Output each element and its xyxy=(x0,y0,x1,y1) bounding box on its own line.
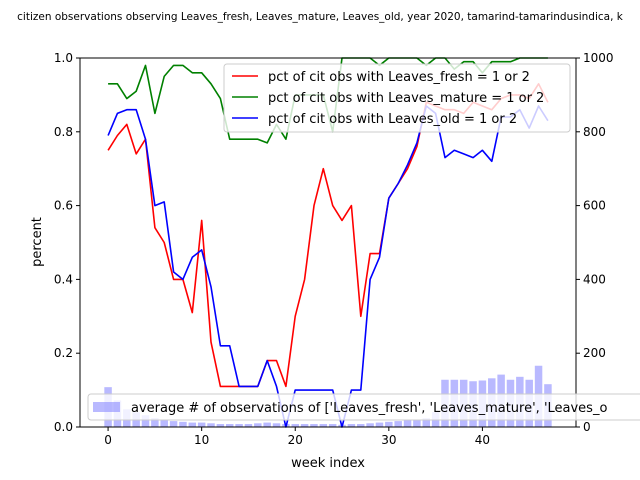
observation-bar xyxy=(385,421,393,427)
observation-bar xyxy=(141,415,150,427)
y-tick-label: 0.0 xyxy=(54,420,73,434)
observation-bar xyxy=(216,424,225,427)
y2-tick-label: 200 xyxy=(583,346,606,360)
observation-bar xyxy=(300,424,309,427)
bar-legend-box xyxy=(87,393,640,421)
x-tick-label: 0 xyxy=(104,433,112,447)
observation-bar xyxy=(403,420,412,427)
x-tick-label: 40 xyxy=(475,433,490,447)
observation-bar xyxy=(357,424,365,427)
observation-bar xyxy=(263,422,271,427)
y2-tick-label: 400 xyxy=(583,272,606,286)
y-axis-ticks: 0.0 0.2 0.4 0.6 0.8 1.0 xyxy=(54,51,80,434)
legend-box xyxy=(223,63,571,133)
observation-bar xyxy=(151,418,159,427)
legend-label: pct of cit obs with Leaves_fresh = 1 or … xyxy=(268,70,530,85)
observation-bar xyxy=(169,421,178,427)
observation-bar xyxy=(179,421,187,427)
y2-tick-label: 600 xyxy=(583,199,606,213)
observation-bar xyxy=(366,423,374,427)
observation-bar xyxy=(347,424,356,427)
bar-legend-label: average # of observations of ['Leaves_fr… xyxy=(131,401,607,416)
y-axis-label: percent xyxy=(30,217,45,267)
observation-bar xyxy=(235,424,243,427)
legend-label: pct of cit obs with Leaves_old = 1 or 2 xyxy=(268,112,517,127)
bar-legend-swatch xyxy=(93,402,120,412)
y-tick-label: 1.0 xyxy=(54,51,73,65)
observation-bar xyxy=(254,423,262,427)
observation-bar xyxy=(272,423,281,427)
plot-frame xyxy=(79,57,577,428)
observation-bar xyxy=(225,424,234,427)
observation-bar xyxy=(413,419,421,427)
y-tick-label: 0.6 xyxy=(54,199,73,213)
y-tick-label: 0.4 xyxy=(54,272,73,286)
observation-bar xyxy=(375,422,384,427)
x-tick-label: 10 xyxy=(194,433,209,447)
observation-bar xyxy=(319,424,328,427)
series-line-3 xyxy=(107,105,549,428)
bar-legend: average # of observations of ['Leaves_fr… xyxy=(87,393,640,421)
y2-tick-label: 1000 xyxy=(583,51,614,65)
observation-bar xyxy=(160,419,168,427)
y-tick-label: 0.2 xyxy=(54,346,73,360)
legend-label: pct of cit obs with Leaves_mature = 1 or… xyxy=(268,91,544,106)
y2-tick-label: 800 xyxy=(583,125,606,139)
observation-bar xyxy=(197,422,206,427)
observation-bar xyxy=(422,418,431,427)
x-axis-ticks: 0 10 20 30 40 xyxy=(104,427,490,447)
y2-axis-ticks: 0 200 400 600 800 1000 xyxy=(576,51,614,434)
observation-bar xyxy=(328,424,337,427)
observation-bar xyxy=(244,424,253,427)
y2-tick-label: 0 xyxy=(583,420,591,434)
x-axis-label: week index xyxy=(291,456,365,471)
observation-bar xyxy=(394,421,402,427)
observation-bar xyxy=(291,424,299,427)
line-legend: pct of cit obs with Leaves_fresh = 1 or … xyxy=(223,63,571,133)
x-tick-label: 20 xyxy=(288,433,303,447)
observation-bar xyxy=(207,423,215,427)
chart-title: citizen observations observing Leaves_fr… xyxy=(17,11,624,23)
observation-bar xyxy=(310,424,318,427)
x-tick-label: 30 xyxy=(381,433,396,447)
y-tick-label: 0.8 xyxy=(54,125,73,139)
observation-bar xyxy=(188,422,197,427)
